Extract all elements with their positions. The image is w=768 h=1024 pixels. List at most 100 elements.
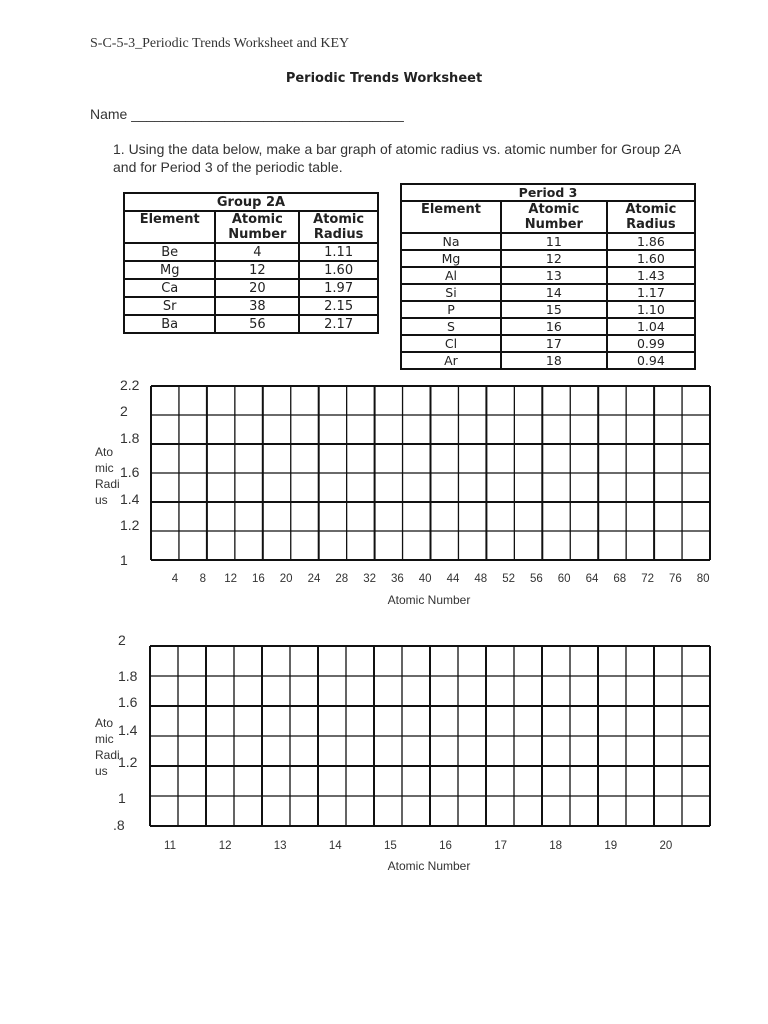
table-row: S 16 1.04 [400, 317, 697, 336]
x-tick-label: 56 [529, 573, 543, 585]
y-tick-label: 1.4 [120, 491, 140, 507]
table-title: Period 3 [400, 183, 696, 202]
x-tick-label: 32 [363, 573, 376, 585]
page-title: Periodic Trends Worksheet [285, 71, 483, 86]
atomic-radius-cell: 1.17 [605, 283, 697, 302]
atomic-radius-cell: 1.04 [605, 317, 697, 336]
x-tick-label: 18 [549, 840, 563, 852]
element-cell: Na [400, 232, 502, 251]
element-cell: Mg [400, 249, 502, 268]
x-tick-label: 8 [199, 573, 206, 585]
y-tick-label: 1 [118, 790, 126, 806]
x-tick-label: 19 [604, 840, 618, 852]
x-axis-title: Atomic Number [387, 859, 471, 873]
column-header: Atomic Number [214, 210, 301, 244]
element-cell: S [400, 317, 502, 336]
table-row: Be 4 1.11 [122, 242, 379, 262]
x-tick-label: 16 [251, 573, 265, 585]
y-tick-label: 2.2 [120, 377, 140, 393]
y-axis-title: Ato mic Radi us [95, 716, 120, 778]
x-tick-label: 60 [557, 573, 571, 585]
element-cell: Cl [400, 334, 502, 353]
period-3-table: Period 3 Element Atomic Number Atomic Ra… [400, 183, 697, 370]
x-tick-label: 20 [279, 573, 293, 585]
atomic-number-cell: 13 [499, 266, 608, 285]
y-tick-label: 1.2 [118, 754, 138, 770]
column-header: Atomic Radius [298, 210, 379, 244]
x-tick-label: 16 [439, 840, 452, 852]
atomic-radius-cell: 1.10 [605, 300, 697, 319]
x-tick-label: 48 [474, 573, 488, 585]
x-tick-label: 17 [494, 840, 507, 852]
atomic-number-cell: 14 [499, 283, 608, 302]
x-tick-label: 52 [502, 573, 515, 585]
atomic-number-cell: 12 [214, 260, 301, 280]
y-tick-label: 1.8 [120, 430, 140, 446]
group-2a-table: Group 2A Element Atomic Number Atomic Ra… [122, 192, 379, 334]
atomic-number-cell: 4 [214, 242, 301, 262]
x-tick-label: 14 [328, 840, 342, 852]
x-axis-title: Atomic Number [387, 593, 471, 607]
x-tick-label: 80 [696, 573, 710, 585]
element-cell: Al [400, 266, 502, 285]
element-cell: Ba [122, 314, 217, 334]
y-tick-label: 1.6 [118, 694, 138, 710]
atomic-radius-cell: 1.43 [605, 266, 697, 285]
x-tick-label: 24 [307, 573, 321, 585]
atomic-radius-cell: 1.11 [298, 242, 379, 262]
y-tick-label: .8 [113, 817, 125, 833]
column-header: Element [122, 210, 217, 244]
table-row: Mg 12 1.60 [400, 249, 697, 268]
x-tick-label: 64 [585, 573, 599, 585]
x-tick-label: 11 [164, 840, 176, 852]
table-row: Na 11 1.86 [400, 232, 697, 251]
document-header: S-C-5-3_Periodic Trends Worksheet and KE… [90, 36, 350, 51]
x-tick-label: 72 [641, 573, 654, 585]
x-tick-label: 4 [171, 573, 179, 585]
atomic-radius-cell: 1.86 [605, 232, 697, 251]
name-field[interactable]: Name ___________________________________ [90, 106, 404, 122]
atomic-number-cell: 11 [499, 232, 608, 251]
atomic-number-cell: 56 [214, 314, 301, 334]
y-tick-label: 2 [118, 632, 126, 648]
element-cell: P [400, 300, 502, 319]
table-row: Si 14 1.17 [400, 283, 697, 302]
x-tick-label: 15 [383, 840, 397, 852]
atomic-radius-cell: 1.60 [298, 260, 379, 280]
table-row: Ba 56 2.17 [122, 314, 379, 334]
table-row: Ar 18 0.94 [400, 351, 697, 370]
atomic-number-cell: 12 [499, 249, 608, 268]
atomic-number-cell: 20 [214, 278, 301, 298]
column-header: Atomic Number [499, 200, 608, 234]
atomic-number-cell: 18 [499, 351, 608, 370]
question-1: 1. Using the data below, make a bar grap… [113, 141, 681, 175]
atomic-radius-cell: 0.99 [605, 334, 697, 353]
atomic-number-cell: 38 [214, 296, 301, 316]
y-tick-label: 2 [120, 403, 128, 419]
column-header: Element [400, 200, 502, 234]
element-cell: Ca [122, 278, 217, 298]
table-row: Ca 20 1.97 [122, 278, 379, 298]
atomic-number-cell: 15 [499, 300, 608, 319]
table-title: Group 2A [123, 192, 379, 212]
x-tick-label: 12 [218, 840, 232, 852]
x-tick-label: 13 [273, 840, 287, 852]
table-row: P 15 1.10 [400, 300, 697, 319]
y-axis-title: Ato mic Radi us [95, 445, 120, 507]
atomic-number-cell: 17 [499, 334, 608, 353]
element-cell: Mg [122, 260, 217, 280]
x-tick-label: 44 [446, 573, 460, 585]
x-tick-label: 76 [668, 573, 682, 585]
table-row: Cl 17 0.99 [400, 334, 697, 353]
x-tick-label: 36 [390, 573, 404, 585]
x-tick-label: 28 [335, 573, 349, 585]
element-cell: Be [122, 242, 217, 262]
element-cell: Si [400, 283, 502, 302]
x-tick-label: 20 [659, 840, 673, 852]
atomic-radius-cell: 2.17 [298, 314, 379, 334]
atomic-number-cell: 16 [499, 317, 608, 336]
table-row: Al 13 1.43 [400, 266, 697, 285]
element-cell: Sr [122, 296, 217, 316]
y-tick-label: 1.8 [118, 668, 138, 684]
